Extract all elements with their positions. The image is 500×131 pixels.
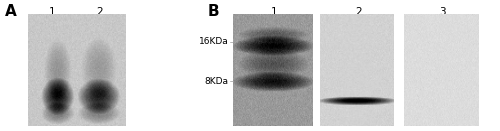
Text: 2: 2 [356,7,362,17]
Text: 8KDa: 8KDa [204,77,229,86]
Text: 1: 1 [270,7,278,17]
Text: 16KDa: 16KDa [199,37,228,46]
Text: 2: 2 [96,7,103,17]
Text: 3: 3 [439,7,446,17]
Text: B: B [208,4,219,19]
Text: A: A [5,4,17,19]
Text: 1: 1 [49,7,56,17]
